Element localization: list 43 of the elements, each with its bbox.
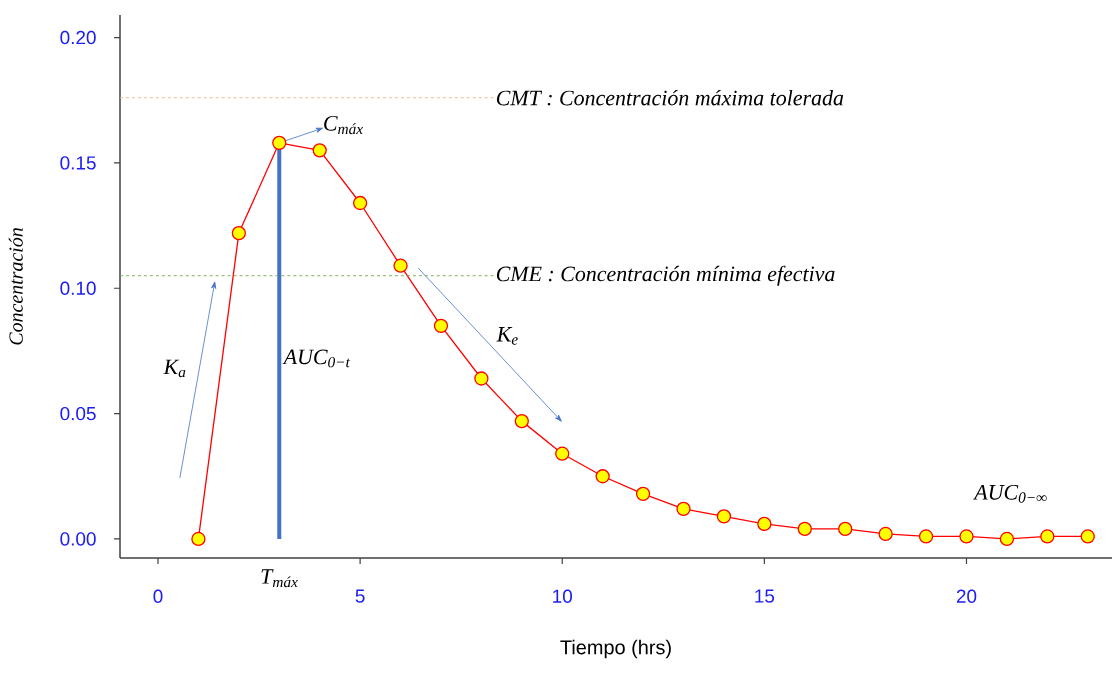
annotation: AUC$_{0−∞}$ [973,484,1047,503]
point [676,501,691,517]
x-axis-title: Tiempo (hrs) [560,639,671,659]
ref-line-label: CMT : Concentración máxima tolerada [496,89,844,106]
point [1080,529,1095,544]
y-axis-title: Concentración [8,228,23,345]
y-tick-label: 0.15 [60,156,96,170]
x-tick-label: 0 [153,589,163,603]
point [352,195,368,211]
text: T$_{máx}$ [261,569,298,588]
annotation: K$_{a}$ [163,359,186,378]
point [797,521,812,537]
point [514,413,529,429]
point [999,531,1015,547]
point [555,446,570,461]
y-tick-label: 0.20 [60,30,96,45]
ref-line-label: CME : Concentración mínima efectiva [496,265,835,286]
point [191,531,206,547]
annotation: K$_{e}$ [496,327,518,345]
point [433,318,449,334]
point [635,486,651,501]
annotation: AUC$_{0−t}$ [282,349,351,368]
point [878,526,893,542]
point [312,143,327,158]
point [757,516,772,532]
x-tick-label: 15 [755,589,775,603]
point [272,135,287,150]
point [595,469,610,484]
y-tick-label: 0.10 [60,281,96,295]
point [474,371,489,386]
y-tick-label: 0.00 [60,532,96,546]
point [231,225,246,241]
point [716,509,732,524]
x-tick-label: 10 [553,589,573,603]
x-tick-label: 5 [355,589,365,603]
point [1040,529,1055,544]
point [393,258,408,273]
x-tick-label: 20 [956,589,977,603]
point [959,529,974,544]
point [838,521,853,537]
point [918,529,934,544]
annotation: C$_{máx}$ [324,115,363,135]
y-tick-label: 0.05 [60,406,96,421]
